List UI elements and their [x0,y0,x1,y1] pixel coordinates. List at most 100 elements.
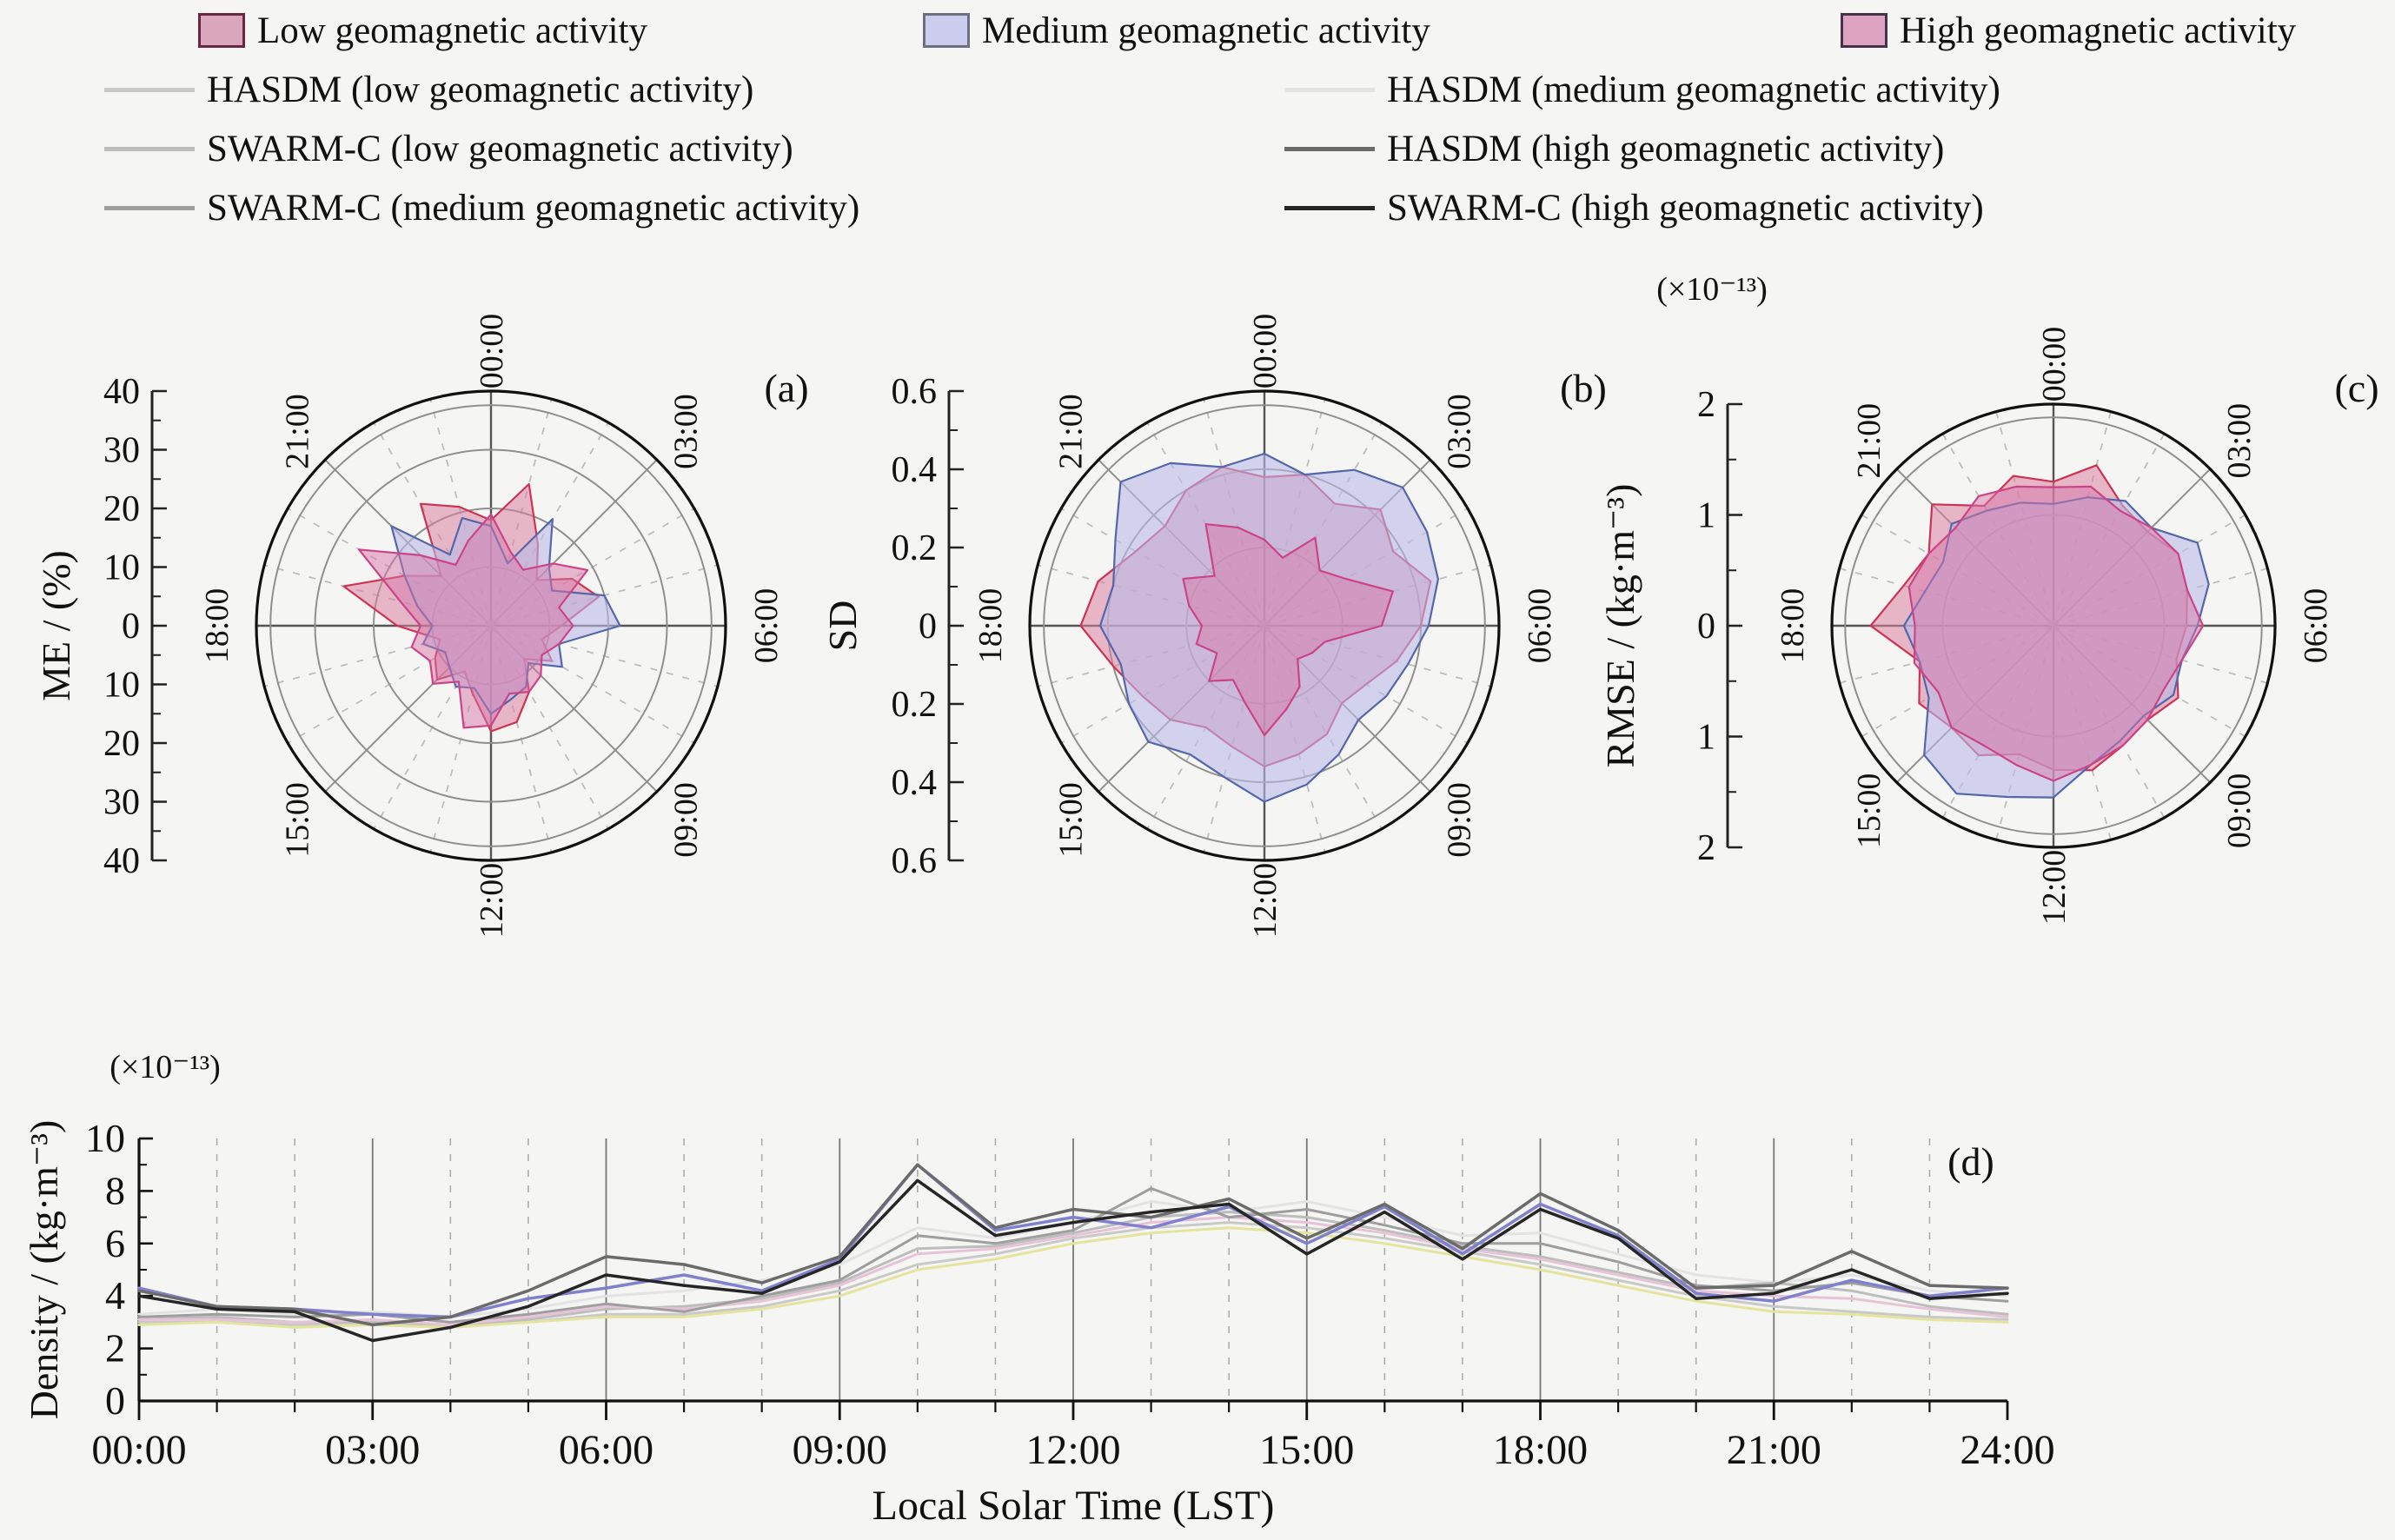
hour-label: 03:00 [1441,394,1477,469]
hour-label: 06:00 [748,588,785,664]
rtick-label: 0 [122,607,140,647]
legend-label: SWARM-C (high geomagnetic activity) [1387,187,1984,229]
axis-title: SD [820,601,865,652]
hour-label: 15:00 [280,782,316,858]
ytick-label: 2 [105,1326,125,1371]
rtick-label: 0.4 [892,763,938,803]
rtick-label: 0.4 [892,450,938,490]
legend-label: Low geomagnetic activity [257,10,647,51]
hasdm-high-line-swatch [1284,146,1375,151]
x-axis-title: Local Solar Time (LST) [872,1483,1275,1529]
hour-label: 21:00 [1851,403,1887,479]
xtick-label: 12:00 [1025,1427,1120,1473]
rtick-label: 2 [1697,828,1715,868]
panel-label: (d) [1947,1139,1994,1184]
hour-label: 18:00 [972,588,1009,664]
rtick-label: 40 [103,372,140,412]
axis-title: RMSE / (kg·m⁻³) [1598,484,1642,768]
rtick-label: 20 [103,724,140,764]
region-high [1182,522,1394,737]
rtick-label: 30 [103,431,140,471]
hour-label: 12:00 [474,863,510,939]
grid-ring [1844,416,2263,835]
rtick-label: 0.6 [892,372,938,412]
grid-ring [314,448,668,803]
hour-label: 15:00 [1851,773,1887,849]
hour-label: 18:00 [199,588,236,664]
legend-item-hasdm-high: HASDM (high geomagnetic activity) [1284,125,1944,172]
legend-item-hasdm-medium: HASDM (medium geomagnetic activity) [1284,66,2000,113]
outer-ring [1028,389,1501,862]
xtick-label: 15:00 [1259,1427,1354,1473]
hour-label: 12:00 [1247,863,1284,939]
grid-ring [1043,404,1486,847]
series-line [137,1178,2009,1343]
series-line [137,1163,2009,1327]
hour-label: 09:00 [667,782,704,858]
hour-label: 00:00 [474,314,510,389]
rtick-label: 0 [1697,607,1715,647]
rtick-label: 1 [1697,718,1715,758]
legend-item-medium-fill: Medium geomagnetic activity [923,7,1430,54]
legend-item-low-fill: Low geomagnetic activity [198,7,647,54]
high-fill-swatch [1841,13,1887,48]
legend-item-hasdm-low: HASDM (low geomagnetic activity) [104,66,753,113]
panel-label: (b) [1560,366,1607,410]
rtick-label: 30 [103,783,140,823]
hasdm-medium-line-swatch [1284,87,1375,92]
axis-title: ME / (%) [34,550,78,701]
outer-ring [255,389,727,862]
xtick-label: 03:00 [325,1427,420,1473]
region-high [1907,485,2205,782]
polar-me: 00:00 03:00 06:00 09:00 12:00 15:00 18:00 21:00… [34,314,809,939]
panel-label: (c) [2334,366,2378,410]
hour-label: 18:00 [1775,588,1811,664]
hour-label: 21:00 [280,394,316,469]
rtick-label: 2 [1697,385,1715,425]
rtick-label: 40 [103,841,140,881]
legend: Low geomagnetic activity Medium geomagne… [0,0,2395,243]
xtick-label: 09:00 [793,1427,887,1473]
panel-label: (a) [764,366,808,410]
legend-label: HASDM (low geomagnetic activity) [207,69,754,110]
legend-label: HASDM (medium geomagnetic activity) [1387,69,2000,110]
scale-note: (×10⁻¹³) [1656,271,1768,308]
xtick-label: 00:00 [91,1427,186,1473]
legend-label: SWARM-C (low geomagnetic activity) [207,128,793,169]
series-line [137,1216,2009,1326]
rtick-label: 1 [1697,496,1715,536]
rtick-label: 0.2 [892,685,938,725]
hour-label: 00:00 [1247,314,1284,389]
hour-label: 15:00 [1053,782,1090,858]
low-fill-swatch [198,13,245,48]
hour-label: 00:00 [2036,327,2073,402]
xtick-label: 24:00 [1960,1427,2054,1473]
legend-label: Medium geomagnetic activity [982,10,1430,51]
ytick-label: 10 [85,1116,125,1160]
rtick-label: 0.2 [892,528,938,568]
hour-label: 03:00 [667,394,704,469]
legend-item-swarmc-medium: SWARM-C (medium geomagnetic activity) [104,184,859,231]
legend-label: SWARM-C (medium geomagnetic activity) [207,187,860,229]
rtick-label: 10 [103,666,140,706]
y-axis-title: Density / (kg·m⁻³) [22,1120,66,1420]
hour-label: 06:00 [1522,588,1558,664]
legend-label: HASDM (high geomagnetic activity) [1387,128,1945,169]
polar-rmse: 00:00 03:00 06:00 09:00 12:00 15:00 18:00 21:00… [1598,271,2379,925]
density-line: 0 2 4 6 8 10 00:00 03:00 06:00 09:00 12:00 15:00 18:… [22,1049,2055,1529]
legend-label: High geomagnetic activity [1900,10,2297,51]
series-line [137,1186,2009,1324]
xtick-label: 21:00 [1727,1427,1821,1473]
polar-sd: 00:00 03:00 06:00 09:00 12:00 15:00 18:00 21:00… [820,314,1607,939]
legend-item-swarmc-high: SWARM-C (high geomagnetic activity) [1284,184,1984,231]
region-high [357,513,589,729]
swarmc-high-line-swatch [1284,205,1375,210]
rtick-label: 0.6 [892,841,938,881]
medium-fill-swatch [923,13,970,48]
grid-ring [269,404,713,847]
ytick-label: 0 [105,1378,125,1423]
ytick-label: 4 [105,1273,125,1318]
outer-ring [1830,402,2277,849]
hour-label: 12:00 [2036,850,2073,926]
